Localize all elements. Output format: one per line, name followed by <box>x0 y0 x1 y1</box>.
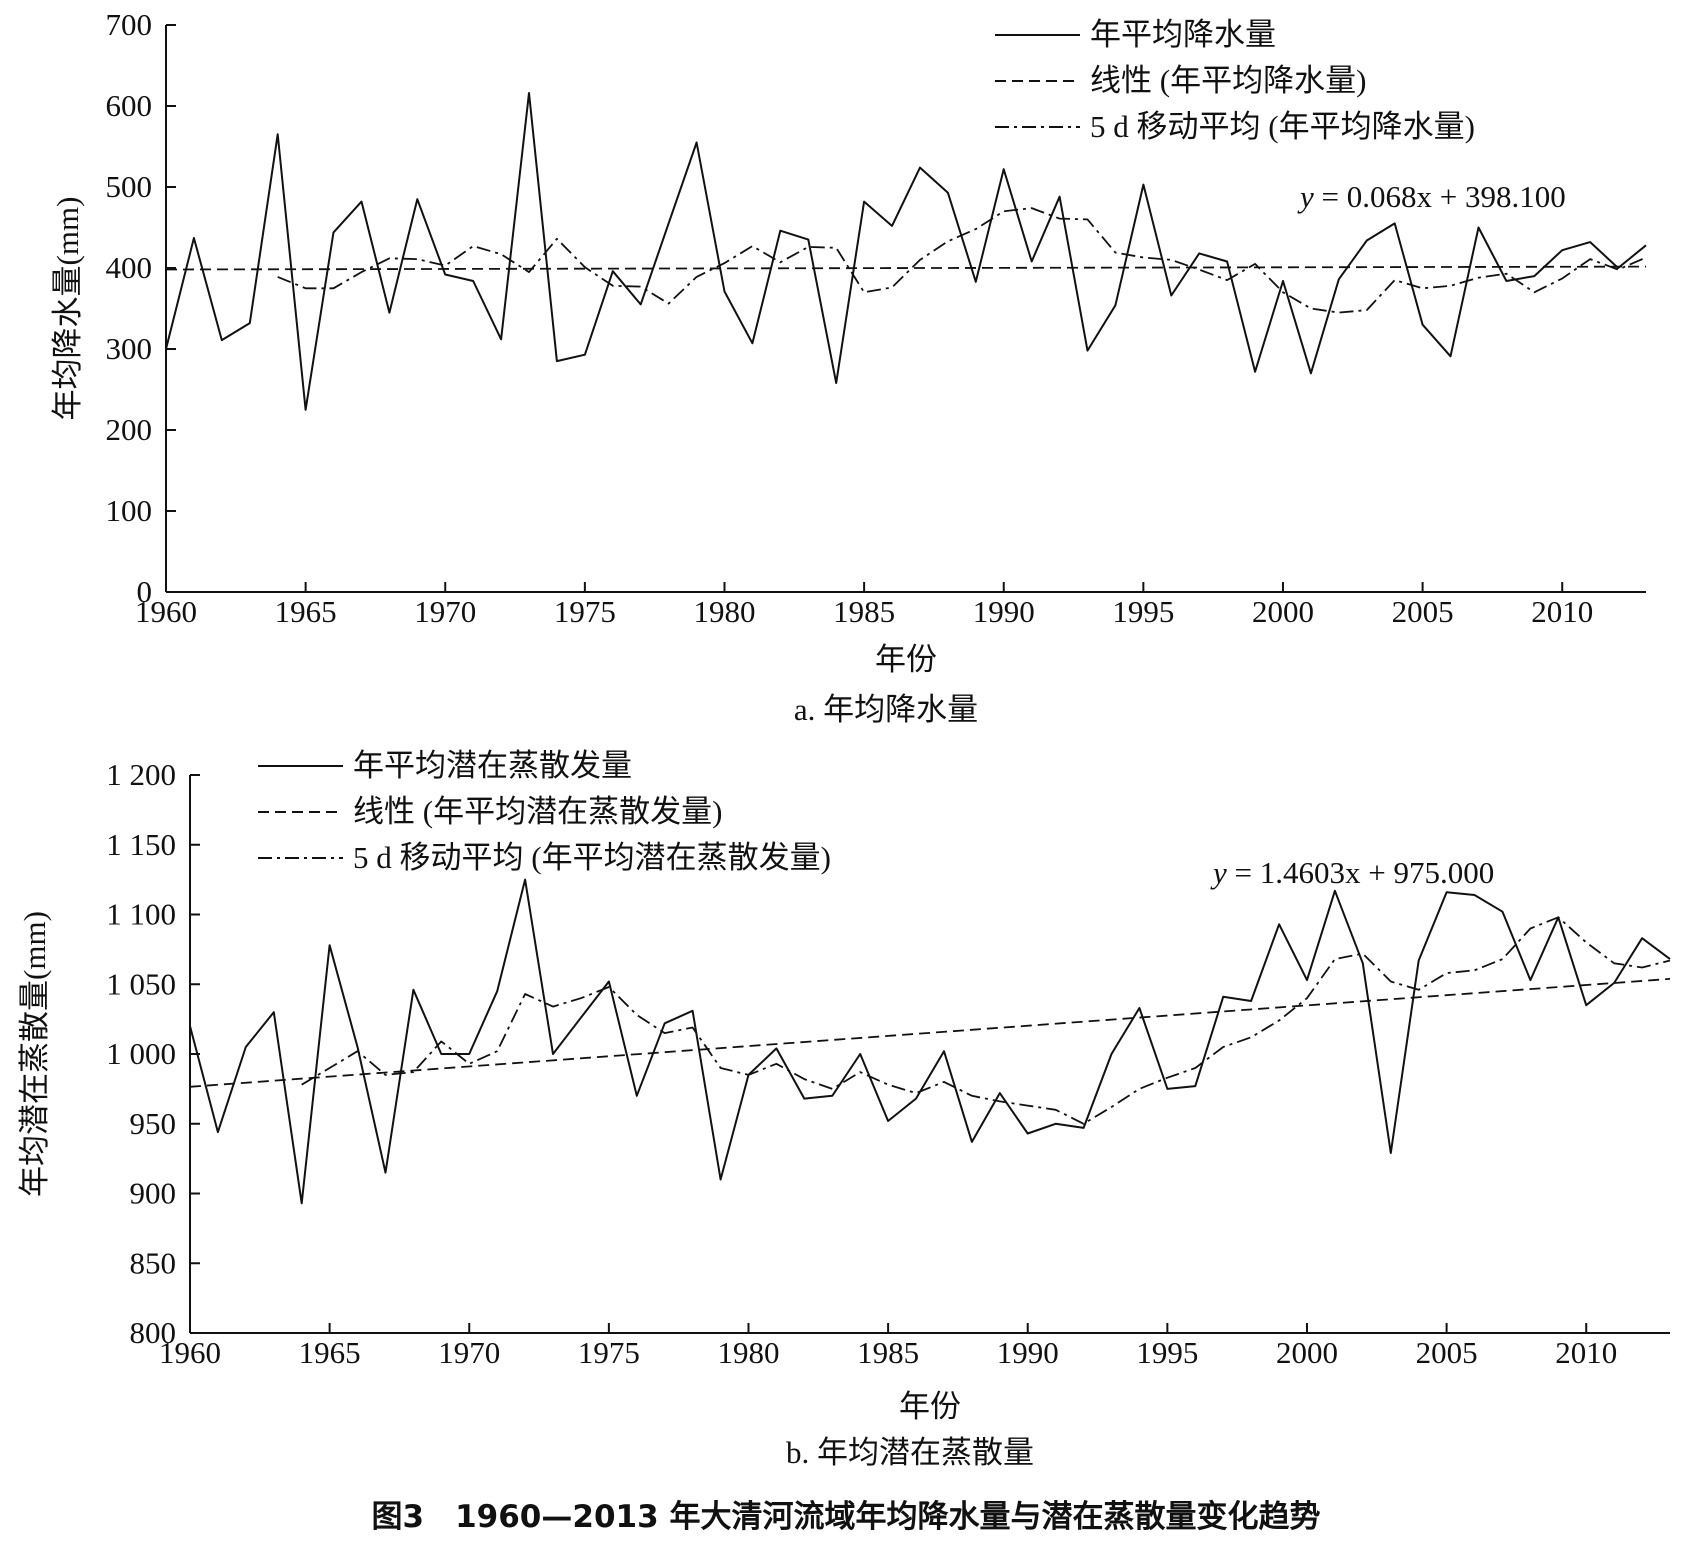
panel-b-evapotranspiration: 800 850 900 950 1 000 1 050 1 100 1 150 1 200 196… <box>17 748 1671 1470</box>
x-tick-label: 1970 <box>414 594 476 629</box>
y-tick-label: 100 <box>106 493 153 528</box>
y-tick-label: 1 100 <box>106 897 176 932</box>
x-tick-label: 1995 <box>1136 1335 1198 1370</box>
x-tick-label: 1980 <box>717 1335 779 1370</box>
y-tick-label: 1 000 <box>106 1036 176 1071</box>
legend-label: 线性 (年平均降水量) <box>1090 63 1366 98</box>
series-line-annual <box>189 878 1671 1205</box>
y-tick-label: 700 <box>106 7 153 42</box>
legend-label: 5 d 移动平均 (年平均潜在蒸散发量) <box>353 840 831 875</box>
panel-label: a. 年均降水量 <box>794 692 978 727</box>
y-tick-label: 1 200 <box>106 757 176 792</box>
x-tick-label: 1985 <box>833 594 895 629</box>
y-tick-label: 1 050 <box>106 966 176 1001</box>
x-tick-label: 1995 <box>1112 594 1174 629</box>
legend-label: 5 d 移动平均 (年平均降水量) <box>1090 109 1475 144</box>
y-tick-label: 500 <box>106 169 153 204</box>
x-tick-label: 1965 <box>275 594 337 629</box>
y-tick-label: 900 <box>130 1176 177 1211</box>
series-line-linear-trend <box>189 978 1671 1088</box>
y-tick-label: 0 <box>137 574 153 609</box>
y-tick-label: 850 <box>130 1245 177 1280</box>
series-line-annual <box>165 92 1647 411</box>
x-tick-label: 2005 <box>1392 594 1454 629</box>
y-tick-label: 1 150 <box>106 827 176 862</box>
x-tick-label: 2005 <box>1416 1335 1478 1370</box>
x-tick-label: 1965 <box>299 1335 361 1370</box>
series-line-linear-trend <box>165 265 1647 271</box>
legend-label: 年平均降水量 <box>1090 17 1276 52</box>
regression-equation: y = 1.4603x + 975.000 <box>1210 855 1494 890</box>
x-tick-label: 2000 <box>1252 594 1314 629</box>
x-tick-label: 1970 <box>438 1335 500 1370</box>
x-tick-label: 1975 <box>554 594 616 629</box>
x-tick-label: 1960 <box>135 594 197 629</box>
y-tick-label: 800 <box>130 1315 177 1350</box>
legend-label: 年平均潜在蒸散发量 <box>353 748 632 783</box>
x-axis-title: 年份 <box>899 1389 961 1424</box>
y-tick-label: 200 <box>106 412 153 447</box>
y-tick-label: 600 <box>106 88 153 123</box>
x-tick-label: 2000 <box>1276 1335 1338 1370</box>
panel-a-precipitation: 0 100 200 300 400 500 600 700 1960 1965 1970 1975 19… <box>50 7 1647 727</box>
legend-label: 线性 (年平均潜在蒸散发量) <box>353 794 722 829</box>
y-tick-label: 300 <box>106 331 153 366</box>
regression-equation: y = 0.068x + 398.100 <box>1297 179 1566 214</box>
series-line-moving-average <box>301 916 1671 1125</box>
y-tick-label: 950 <box>130 1106 177 1141</box>
x-tick-label: 1985 <box>857 1335 919 1370</box>
series-line-moving-average <box>277 207 1647 314</box>
x-tick-label: 1980 <box>693 594 755 629</box>
x-tick-label: 1975 <box>578 1335 640 1370</box>
x-tick-label: 1990 <box>997 1335 1059 1370</box>
y-tick-label: 400 <box>106 250 153 285</box>
x-axis-title: 年份 <box>875 642 937 677</box>
y-axis-title: 年均降水量(mm) <box>50 197 85 421</box>
y-axis-title: 年均潜在蒸散量(mm) <box>17 911 52 1197</box>
x-tick-label: 2010 <box>1531 594 1593 629</box>
x-tick-label: 1960 <box>159 1335 221 1370</box>
figure-caption: 图3 1960—2013 年大清河流域年均降水量与潜在蒸散量变化趋势 <box>371 1499 1321 1535</box>
x-tick-label: 2010 <box>1555 1335 1617 1370</box>
panel-label: b. 年均潜在蒸散量 <box>786 1435 1034 1470</box>
x-tick-label: 1990 <box>973 594 1035 629</box>
